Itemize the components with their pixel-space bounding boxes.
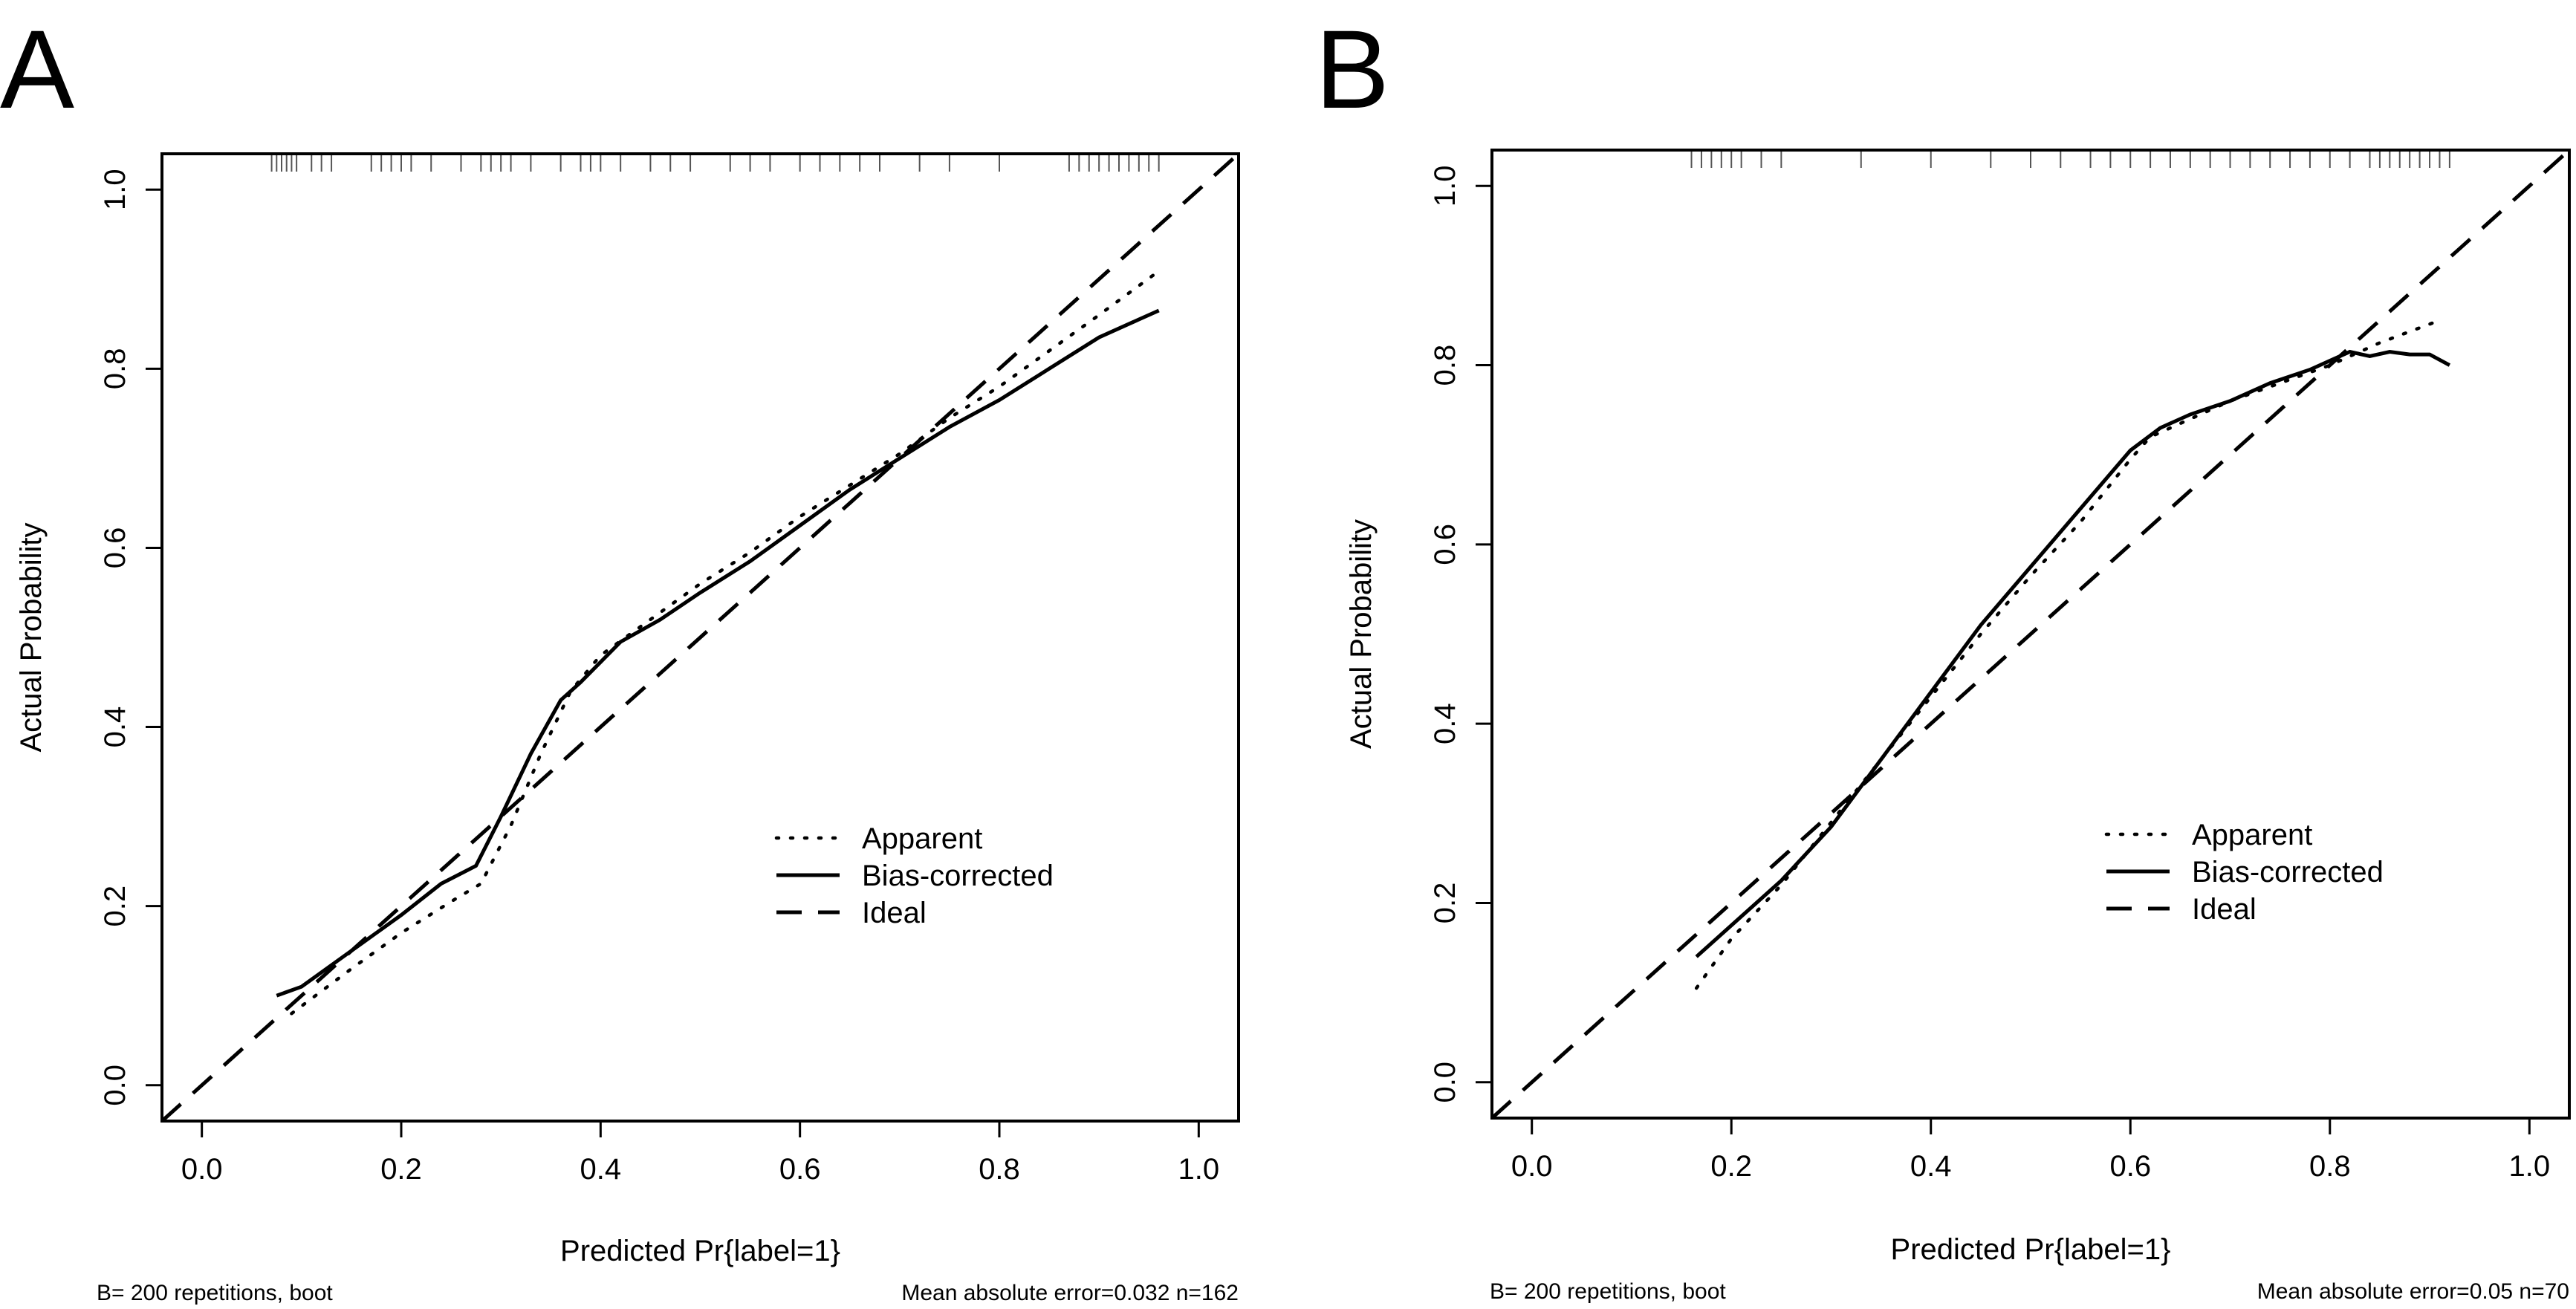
plot-area xyxy=(162,154,1239,1121)
x-tick-label: 0.6 xyxy=(779,1153,821,1186)
x-tick-label: 0.8 xyxy=(2309,1150,2351,1183)
legend-label: Ideal xyxy=(862,897,927,929)
series-line-apparent xyxy=(290,273,1156,1016)
legend: Apparent Bias-corrected Ideal xyxy=(774,822,1054,929)
y-tick-label: 0.4 xyxy=(1429,703,1461,744)
y-tick-label: 0.8 xyxy=(1429,345,1461,386)
x-axis-title: Predicted Pr{label=1} xyxy=(560,1235,840,1267)
legend-label: Bias-corrected xyxy=(862,860,1054,892)
y-axis-title: Actual Probability xyxy=(15,522,48,752)
panel-letter: B xyxy=(1315,7,1389,131)
chart-panel-A: A 0.0 0.0 0.2 0.2 0.4 0.4 0.6 0.6 0.8 0.8 1.0 1.0 Pre… xyxy=(0,7,1240,1305)
x-tick-label: 0.0 xyxy=(181,1153,223,1186)
plot-frame xyxy=(160,152,1240,1123)
footnote-right: Mean absolute error=0.032 n=162 xyxy=(901,1281,1239,1305)
series-line-bias-corrected xyxy=(1695,349,2451,958)
series-line-ideal xyxy=(162,154,1239,1121)
x-tick-label: 0.4 xyxy=(580,1153,622,1186)
y-tick-label: 0.2 xyxy=(99,886,132,927)
y-tick-label: 0.8 xyxy=(99,348,132,390)
footnote-right: Mean absolute error=0.05 n=70 xyxy=(2257,1279,2569,1304)
chart-panel-B: B 0.0 0.0 0.2 0.2 0.4 0.4 0.6 0.6 0.8 0.8 1.0 1.0 Pre… xyxy=(1315,7,2571,1304)
y-tick-label: 0.6 xyxy=(1429,524,1461,565)
x-tick-label: 0.4 xyxy=(1910,1150,1952,1183)
x-axis-title: Predicted Pr{label=1} xyxy=(1891,1233,2171,1266)
footnote-left: B= 200 repetitions, boot xyxy=(1490,1279,1726,1304)
legend-label: Apparent xyxy=(862,822,982,855)
x-tick-label: 0.0 xyxy=(1511,1150,1553,1183)
x-tick-label: 0.2 xyxy=(380,1153,422,1186)
y-tick-label: 0.6 xyxy=(99,527,132,569)
y-tick-label: 0.4 xyxy=(99,707,132,748)
plot-frame xyxy=(1490,149,2571,1120)
series-line-ideal xyxy=(1492,150,2569,1118)
series-line-bias-corrected xyxy=(276,308,1160,998)
legend-label: Bias-corrected xyxy=(2192,856,2384,889)
footnote-left: B= 200 repetitions, boot xyxy=(97,1281,333,1305)
x-tick-label: 0.2 xyxy=(1710,1150,1752,1183)
y-tick-label: 1.0 xyxy=(1429,165,1461,207)
y-tick-label: 0.2 xyxy=(1429,883,1461,924)
x-tick-label: 0.8 xyxy=(979,1153,1020,1186)
legend-label: Ideal xyxy=(2192,893,2257,926)
y-axis-title: Actual Probability xyxy=(1345,519,1378,749)
y-tick-label: 1.0 xyxy=(99,169,132,210)
plot-area xyxy=(1492,150,2569,1118)
y-tick-label: 0.0 xyxy=(99,1065,132,1106)
x-tick-label: 1.0 xyxy=(1178,1153,1220,1186)
x-tick-label: 1.0 xyxy=(2508,1150,2550,1183)
x-tick-label: 0.6 xyxy=(2109,1150,2151,1183)
panel-letter: A xyxy=(0,7,74,131)
legend: Apparent Bias-corrected Ideal xyxy=(2104,819,2384,926)
legend-label: Apparent xyxy=(2192,819,2312,851)
y-tick-label: 0.0 xyxy=(1429,1062,1461,1103)
